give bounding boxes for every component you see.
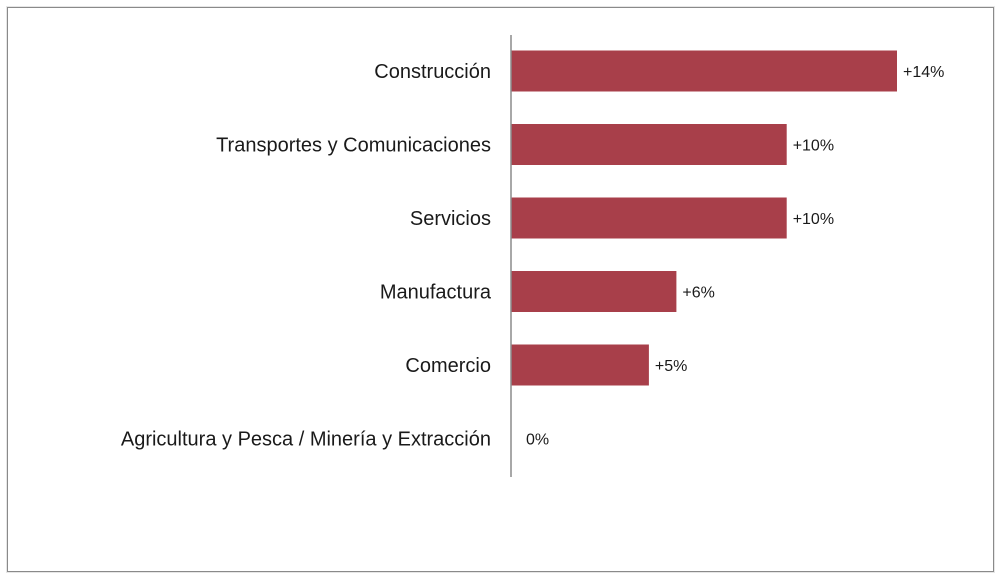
- value-label-4: +5%: [655, 358, 687, 375]
- category-labels-group: Construcción Transportes y Comunicaciones…: [121, 61, 492, 451]
- value-label-0: +14%: [903, 64, 944, 81]
- value-labels-group: +14% +10% +10% +6% +5% 0%: [526, 64, 944, 449]
- category-label-0: Construcción: [374, 61, 491, 83]
- value-label-3: +6%: [682, 285, 714, 302]
- category-label-1: Transportes y Comunicaciones: [216, 135, 491, 157]
- value-label-2: +10%: [793, 211, 834, 228]
- bar-1: [511, 124, 787, 165]
- value-label-1: +10%: [793, 138, 834, 155]
- bar-0: [511, 50, 897, 92]
- chart-frame: [7, 7, 994, 572]
- category-label-3: Manufactura: [380, 282, 492, 304]
- bar-3: [511, 271, 677, 312]
- bar-4: [511, 344, 649, 386]
- value-label-5: 0%: [526, 432, 549, 449]
- category-label-4: Comercio: [405, 355, 491, 377]
- bar-2: [511, 197, 787, 239]
- bars-group: [511, 50, 897, 386]
- category-label-2: Servicios: [410, 208, 491, 230]
- category-label-5: Agricultura y Pesca / Minería y Extracci…: [121, 429, 491, 451]
